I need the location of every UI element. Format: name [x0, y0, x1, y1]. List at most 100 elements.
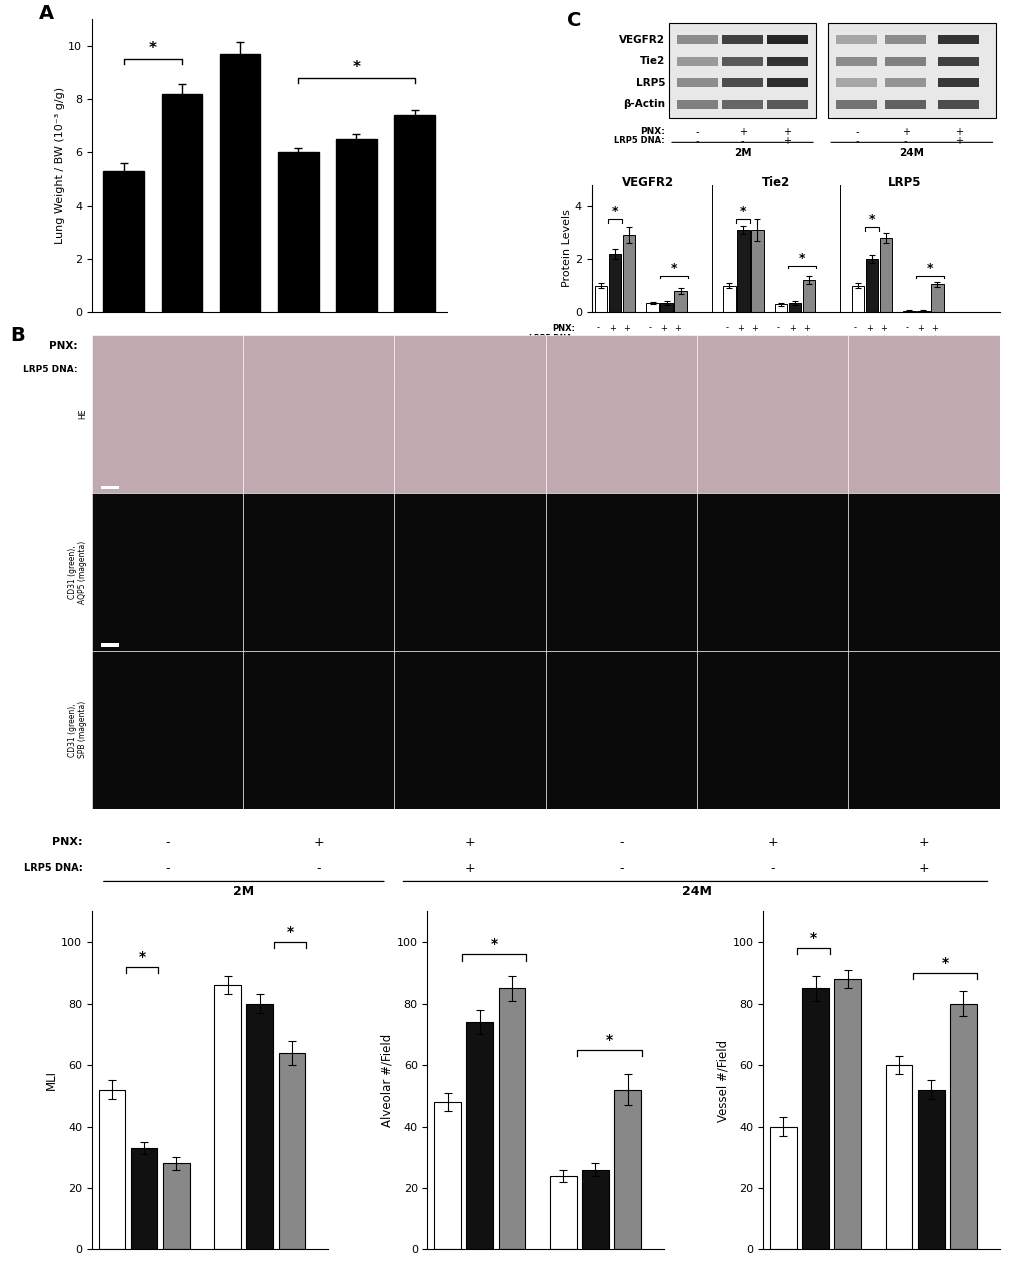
Bar	[674, 291, 686, 312]
Bar	[884, 57, 925, 65]
Text: +: +	[751, 324, 757, 333]
Text: -: -	[853, 334, 856, 343]
Text: LRP5 DNA:: LRP5 DNA:	[613, 136, 664, 145]
Text: +: +	[918, 862, 928, 875]
Bar	[696, 335, 848, 493]
Bar	[773, 305, 787, 312]
Bar	[848, 335, 999, 493]
Text: +: +	[766, 836, 777, 849]
Bar	[851, 286, 863, 312]
Bar	[930, 284, 943, 312]
Text: -: -	[903, 136, 907, 147]
Text: 2M: 2M	[733, 148, 751, 158]
Text: +: +	[751, 334, 757, 343]
Text: *: *	[798, 251, 804, 265]
Text: +: +	[788, 324, 795, 333]
Bar	[243, 493, 394, 650]
Text: -: -	[867, 334, 870, 343]
Text: 2M: 2M	[732, 348, 748, 358]
Text: -: -	[165, 836, 169, 849]
Text: *: *	[926, 263, 932, 275]
Y-axis label: Vessel #/Field: Vessel #/Field	[716, 1039, 729, 1122]
Text: +: +	[608, 324, 615, 333]
Text: *: *	[490, 937, 497, 951]
Text: -: -	[648, 324, 651, 333]
Text: +: +	[901, 128, 909, 136]
Text: +: +	[802, 324, 809, 333]
Bar	[243, 335, 394, 493]
Text: +: +	[465, 836, 475, 849]
Bar	[766, 57, 807, 65]
Text: +: +	[954, 136, 962, 147]
Text: -: -	[165, 862, 169, 875]
Text: HE: HE	[78, 409, 88, 419]
Text: +: +	[879, 334, 886, 343]
Bar	[278, 1053, 305, 1250]
Bar	[766, 99, 807, 108]
Bar	[101, 644, 119, 646]
Bar	[949, 1003, 976, 1250]
Text: 24M: 24M	[340, 397, 368, 411]
Bar	[865, 259, 877, 312]
Bar	[277, 152, 318, 312]
Text: -: -	[854, 136, 858, 147]
Text: -: -	[776, 334, 780, 343]
Bar	[721, 36, 762, 45]
Bar	[247, 1003, 273, 1250]
Text: CD31 (green),
AQP5 (magenta): CD31 (green), AQP5 (magenta)	[68, 541, 88, 603]
Bar	[834, 979, 860, 1250]
Bar	[623, 236, 635, 312]
Y-axis label: Protein Levels: Protein Levels	[561, 209, 572, 287]
Bar	[884, 36, 925, 45]
Bar	[161, 93, 202, 312]
Text: +: +	[783, 128, 791, 136]
Text: +: +	[674, 324, 681, 333]
Text: 2M: 2M	[603, 348, 621, 358]
Text: -: -	[725, 334, 728, 343]
Text: -: -	[316, 862, 321, 875]
Text: LRP5 DNA:: LRP5 DNA:	[24, 863, 83, 873]
Bar	[884, 99, 925, 108]
Text: LRP5: LRP5	[887, 176, 920, 189]
Text: LRP5: LRP5	[635, 78, 664, 88]
Text: -: -	[662, 334, 664, 343]
Text: *: *	[809, 931, 816, 945]
Text: +: +	[177, 342, 186, 352]
Text: -: -	[121, 342, 125, 352]
Text: -: -	[619, 862, 623, 875]
Bar	[582, 1169, 608, 1250]
Bar	[130, 1148, 157, 1250]
Text: *: *	[941, 956, 948, 970]
Bar	[696, 650, 848, 808]
Bar	[103, 171, 144, 312]
Bar	[549, 1176, 576, 1249]
Text: +: +	[352, 342, 361, 352]
Bar	[696, 493, 848, 650]
Bar	[219, 54, 260, 312]
Text: -: -	[918, 334, 921, 343]
Bar	[394, 115, 434, 312]
Bar	[937, 36, 978, 45]
Text: Tie2: Tie2	[639, 56, 664, 66]
Text: LRP5 DNA:: LRP5 DNA:	[23, 365, 77, 374]
Bar	[545, 335, 696, 493]
Text: -: -	[695, 136, 699, 147]
Bar	[608, 254, 621, 312]
Text: +: +	[674, 334, 681, 343]
Bar	[766, 36, 807, 45]
Bar	[92, 650, 243, 808]
Bar	[937, 99, 978, 108]
Text: Tie2: Tie2	[761, 176, 790, 189]
Text: -: -	[905, 324, 907, 333]
Bar	[243, 650, 394, 808]
Text: *: *	[149, 41, 157, 56]
Text: 24M: 24M	[682, 885, 711, 899]
Text: -: -	[121, 365, 125, 375]
Bar	[769, 1127, 796, 1249]
Text: +: +	[235, 342, 245, 352]
Text: *: *	[868, 213, 874, 226]
Text: +: +	[954, 128, 962, 136]
Bar	[836, 99, 876, 108]
Text: VEGFR2: VEGFR2	[619, 34, 664, 45]
Text: PNX:: PNX:	[49, 342, 77, 352]
